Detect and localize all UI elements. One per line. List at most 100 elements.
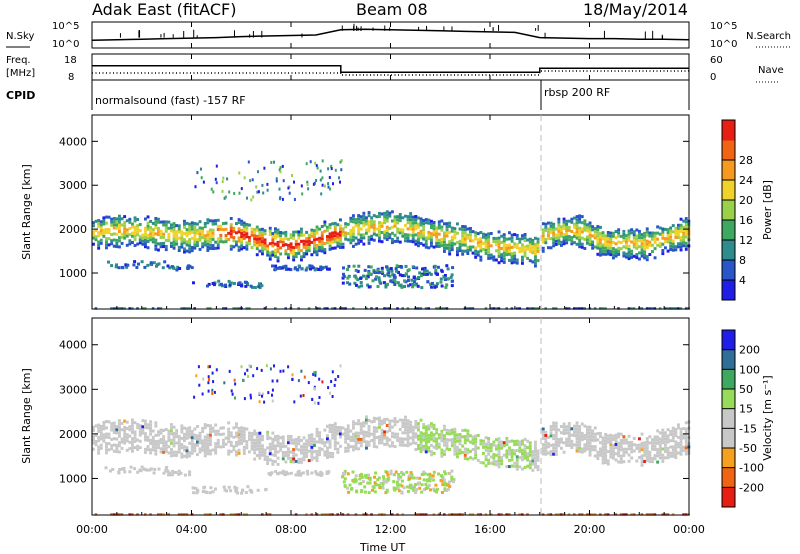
scatter-cell bbox=[549, 230, 553, 234]
scatter-cell bbox=[123, 438, 127, 442]
scatter-cell bbox=[651, 441, 654, 445]
scatter-cell bbox=[367, 431, 371, 435]
scatter-cell bbox=[110, 307, 113, 310]
scatter-cell bbox=[422, 234, 426, 238]
scatter-cell bbox=[431, 478, 435, 482]
scatter-cell bbox=[495, 243, 498, 247]
scatter-cell bbox=[614, 433, 618, 437]
scatter-cell bbox=[115, 223, 119, 227]
scatter-cell bbox=[172, 453, 176, 457]
scatter-cell bbox=[164, 467, 168, 471]
scatter-cell bbox=[354, 434, 358, 438]
scatter-cell bbox=[172, 246, 176, 250]
scatter-cell bbox=[128, 434, 132, 438]
scatter-cell bbox=[273, 364, 275, 368]
scatter-cell bbox=[149, 442, 153, 445]
scatter-cell bbox=[401, 513, 404, 516]
scatter-cell bbox=[243, 176, 246, 180]
scatter-cell bbox=[684, 226, 688, 230]
scatter-cell bbox=[289, 233, 293, 237]
scatter-cell bbox=[609, 250, 613, 253]
scatter-cell bbox=[175, 242, 179, 246]
scatter-cell bbox=[268, 442, 272, 446]
scatter-cell bbox=[307, 239, 311, 243]
scatter-cell bbox=[330, 164, 333, 168]
scatter-cell bbox=[534, 264, 537, 268]
scatter-cell bbox=[138, 424, 142, 428]
scatter-cell bbox=[216, 445, 220, 449]
scatter-cell bbox=[648, 234, 652, 238]
scatter-cell bbox=[229, 443, 233, 447]
scatter-cell bbox=[362, 236, 366, 240]
scatter-cell bbox=[479, 513, 482, 516]
scatter-cell bbox=[302, 458, 306, 462]
scatter-cell bbox=[411, 227, 415, 231]
scatter-cell bbox=[362, 433, 366, 437]
scatter-cell bbox=[255, 438, 259, 442]
scatter-cell bbox=[206, 236, 210, 240]
scatter-cell bbox=[300, 457, 303, 461]
scatter-cell bbox=[435, 431, 439, 435]
scatter-cell bbox=[214, 177, 217, 181]
scatter-cell bbox=[661, 227, 665, 231]
scatter-cell bbox=[583, 219, 587, 223]
scatter-cell bbox=[179, 471, 183, 475]
scatter-cell bbox=[601, 246, 605, 250]
scatter-cell bbox=[365, 231, 368, 235]
scatter-cell bbox=[392, 275, 396, 279]
scatter-cell bbox=[177, 472, 181, 476]
scatter-cell bbox=[573, 235, 576, 238]
scatter-cell bbox=[523, 450, 527, 454]
scatter-cell bbox=[567, 422, 571, 425]
scatter-cell bbox=[357, 434, 361, 438]
scatter-cell bbox=[281, 444, 285, 448]
scatter-cell bbox=[320, 231, 324, 235]
scatter-cell bbox=[463, 231, 467, 235]
scatter-cell bbox=[661, 236, 665, 240]
scatter-cell bbox=[154, 226, 158, 230]
scatter-cell bbox=[430, 443, 433, 447]
scatter-cell bbox=[268, 436, 272, 440]
scatter-cell bbox=[123, 227, 127, 231]
scatter-cell bbox=[240, 429, 244, 433]
scatter-cell bbox=[420, 473, 424, 477]
scatter-cell bbox=[123, 233, 127, 237]
scatter-cell bbox=[500, 234, 504, 238]
scatter-cell bbox=[144, 245, 147, 249]
scatter-cell bbox=[567, 228, 571, 232]
scatter-cell bbox=[232, 448, 236, 452]
scatter-cell bbox=[226, 177, 229, 181]
scatter-cell bbox=[583, 222, 587, 226]
scatter-cell bbox=[471, 513, 475, 516]
scatter-cell bbox=[450, 431, 454, 435]
scatter-cell bbox=[149, 451, 153, 455]
scatter-cell bbox=[263, 400, 266, 404]
scatter-cell bbox=[411, 215, 415, 219]
scatter-cell bbox=[443, 234, 446, 238]
scatter-cell bbox=[627, 235, 631, 239]
scatter-cell bbox=[497, 440, 501, 444]
scatter-cell bbox=[224, 237, 228, 241]
scatter-cell bbox=[471, 251, 475, 255]
scatter-cell bbox=[406, 419, 410, 423]
scatter-cell bbox=[648, 253, 652, 256]
scatter-cell bbox=[246, 485, 250, 489]
scatter-cell bbox=[544, 446, 548, 450]
scatter-cell bbox=[271, 444, 275, 448]
scatter-cell bbox=[360, 489, 364, 492]
scatter-cell bbox=[505, 237, 509, 241]
scatter-cell bbox=[107, 228, 111, 231]
scatter-cell bbox=[138, 433, 142, 437]
scatter-cell bbox=[391, 219, 394, 223]
scatter-cell bbox=[643, 231, 647, 235]
scatter-cell bbox=[450, 428, 454, 432]
scatter-cell bbox=[172, 444, 176, 448]
scatter-cell bbox=[575, 427, 579, 431]
scatter-cell bbox=[287, 256, 290, 260]
scatter-cell bbox=[115, 447, 119, 450]
colorbar-segment bbox=[722, 330, 735, 351]
scatter-cell bbox=[258, 431, 262, 435]
scatter-cell bbox=[170, 441, 173, 445]
